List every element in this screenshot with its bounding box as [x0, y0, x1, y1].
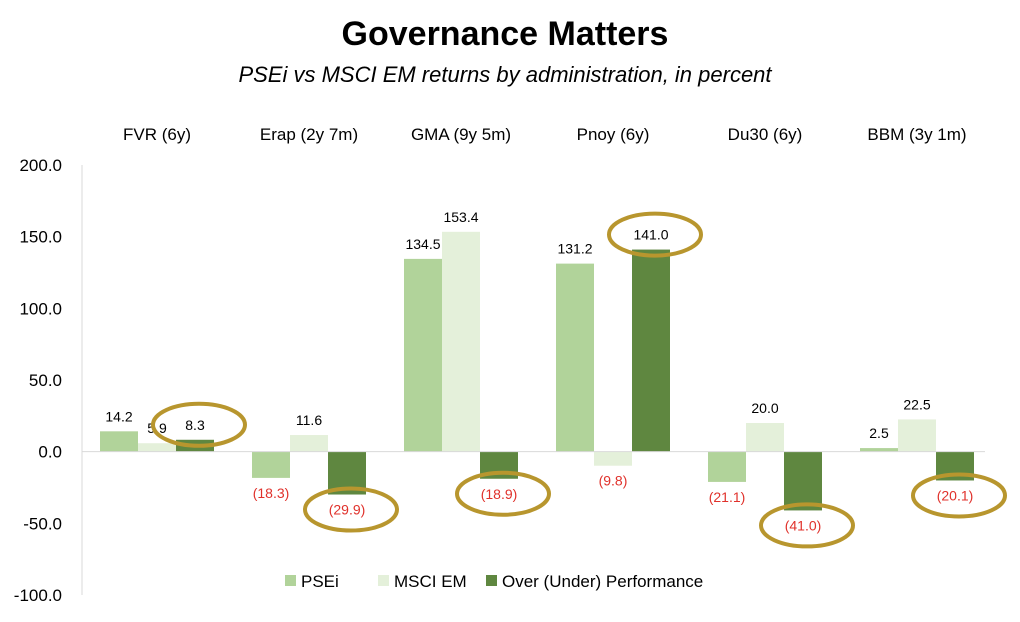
- y-axis-ticks: 200.0 150.0 100.0 50.0 0.0 -50.0 -100.0: [14, 156, 62, 605]
- data-label: (41.0): [785, 517, 822, 533]
- category-label: Erap (2y 7m): [260, 125, 358, 144]
- chart-subtitle: PSEi vs MSCI EM returns by administratio…: [238, 62, 772, 87]
- category-label: Du30 (6y): [728, 125, 803, 144]
- legend-label: Over (Under) Performance: [502, 572, 703, 591]
- data-label: 141.0: [633, 227, 668, 243]
- category-label: BBM (3y 1m): [867, 125, 966, 144]
- highlight-ellipse: [911, 472, 1007, 519]
- value-labels: 14.2(18.3)134.5 131.2(21.1)2.55.911.6153.…: [105, 209, 973, 534]
- y-tick-label: 0.0: [38, 443, 62, 462]
- highlight-ellipse: [607, 211, 703, 258]
- bars: [100, 231, 974, 511]
- y-tick-label: 150.0: [19, 228, 62, 247]
- bar: [784, 451, 822, 511]
- data-label: 8.3: [185, 417, 205, 433]
- category-label: GMA (9y 5m): [411, 125, 511, 144]
- bar: [290, 435, 328, 452]
- highlight-ellipse: [455, 470, 551, 517]
- data-label: 11.6: [296, 412, 322, 428]
- bar: [898, 419, 936, 452]
- legend-label: MSCI EM: [394, 572, 467, 591]
- data-label: 22.5: [903, 396, 930, 412]
- data-label: (21.1): [709, 489, 746, 505]
- bar: [556, 263, 594, 452]
- legend-swatch: [285, 575, 296, 586]
- y-tick-label: 200.0: [19, 156, 62, 175]
- y-tick-label: -100.0: [14, 586, 62, 605]
- data-label: 20.0: [751, 400, 778, 416]
- highlight-ellipse: [759, 502, 855, 549]
- data-label: (18.3): [253, 485, 290, 501]
- bar: [860, 448, 898, 452]
- category-label: Pnoy (6y): [577, 125, 650, 144]
- data-label: (20.1): [937, 487, 974, 503]
- bar: [594, 451, 632, 466]
- data-label: 14.2: [105, 408, 132, 424]
- bar: [138, 443, 176, 452]
- data-label: (9.8): [599, 473, 628, 489]
- bar: [100, 431, 138, 452]
- bar: [252, 451, 290, 478]
- category-label: FVR (6y): [123, 125, 191, 144]
- legend: PSEi MSCI EM Over (Under) Performance: [285, 572, 703, 591]
- data-label: 131.2: [557, 241, 592, 257]
- y-tick-label: -50.0: [23, 514, 62, 533]
- bar: [404, 258, 442, 452]
- data-label: 2.5: [869, 425, 889, 441]
- bar: [746, 423, 784, 452]
- chart-title: Governance Matters: [342, 15, 669, 53]
- legend-swatch: [378, 575, 389, 586]
- bar: [632, 249, 670, 452]
- legend-label: PSEi: [301, 572, 339, 591]
- highlight-ellipses: [151, 211, 1007, 549]
- data-label: (29.9): [329, 502, 366, 518]
- data-label: 153.4: [443, 209, 478, 225]
- y-tick-label: 50.0: [29, 371, 62, 390]
- y-tick-label: 100.0: [19, 299, 62, 318]
- data-label: (18.9): [481, 486, 518, 502]
- highlight-ellipse: [151, 401, 247, 448]
- bar: [442, 231, 480, 452]
- category-labels: FVR (6y) Erap (2y 7m) GMA (9y 5m) Pnoy (6y)…: [123, 125, 967, 144]
- legend-swatch: [486, 575, 497, 586]
- bar: [708, 451, 746, 482]
- data-label: 134.5: [405, 236, 440, 252]
- highlight-ellipse: [303, 486, 399, 533]
